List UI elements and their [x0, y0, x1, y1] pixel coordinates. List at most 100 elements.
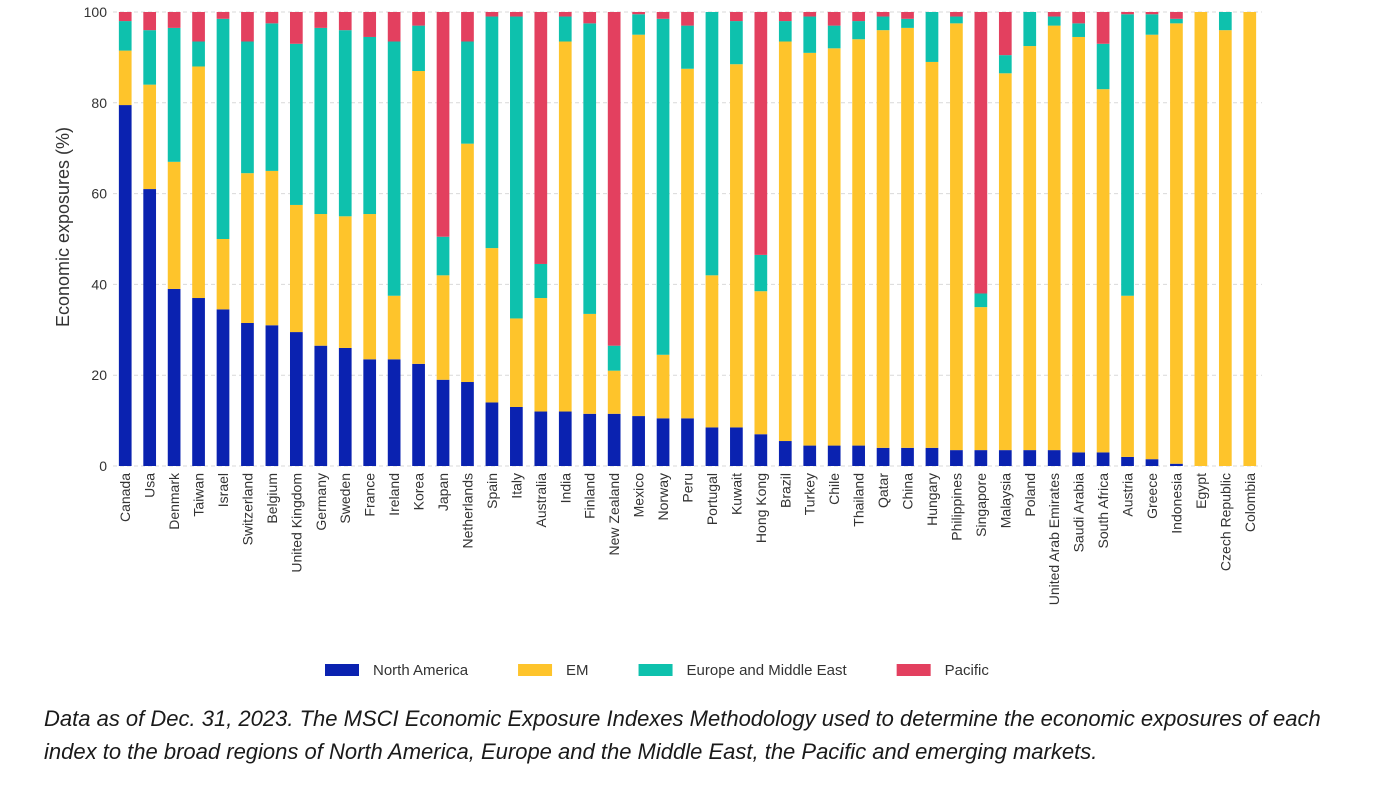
- bar-segment: [485, 402, 499, 466]
- bar-segment: [265, 12, 279, 24]
- bar-segment: [827, 48, 841, 446]
- bar-segment: [681, 68, 694, 419]
- x-tick-label: France: [362, 473, 378, 517]
- y-tick-label: 40: [91, 276, 107, 292]
- bar-segment: [143, 30, 157, 85]
- bar-segment: [901, 447, 914, 466]
- bar-segment: [925, 12, 939, 62]
- y-tick-label: 100: [84, 4, 108, 20]
- x-tick-label: Thailand: [851, 473, 867, 527]
- bar-segment: [1072, 36, 1086, 453]
- x-tick-label: Spain: [484, 473, 500, 509]
- bar-segment: [778, 41, 792, 442]
- legend-swatch: [325, 664, 359, 676]
- bar-segment: [607, 12, 621, 346]
- bar-segment: [876, 12, 890, 17]
- bar-segment: [216, 239, 230, 310]
- bar-segment: [412, 25, 425, 72]
- bar-segment: [974, 293, 988, 308]
- bar-segment: [901, 27, 914, 448]
- bar-segment: [558, 41, 572, 412]
- bar-segment: [754, 291, 768, 435]
- bar-segment: [241, 12, 254, 42]
- x-tick-label: India: [557, 473, 573, 504]
- bar-segment: [681, 12, 694, 26]
- x-tick-label: Australia: [533, 473, 549, 528]
- bar-segment: [1096, 452, 1110, 466]
- bar-segment: [289, 43, 303, 205]
- bar-segment: [143, 12, 157, 31]
- bar-segment: [534, 411, 548, 466]
- bar-segment: [974, 12, 988, 294]
- bar-segment: [656, 418, 670, 466]
- bar-segment: [901, 18, 914, 28]
- bar-segment: [338, 347, 352, 466]
- bar-segment: [289, 204, 303, 333]
- bar-segment: [1072, 452, 1086, 466]
- x-tick-label: Malaysia: [997, 473, 1013, 528]
- y-tick-label: 80: [91, 95, 107, 111]
- bar-segment: [1218, 12, 1232, 31]
- bar-segment: [1170, 12, 1183, 19]
- bar-segment: [583, 23, 597, 314]
- x-tick-label: Portugal: [704, 473, 720, 525]
- bar-segment: [827, 12, 841, 26]
- legend-label: Pacific: [945, 662, 990, 679]
- bar-segment: [314, 345, 328, 466]
- legend-label: EM: [566, 662, 589, 679]
- bar-segment: [1243, 12, 1257, 466]
- x-tick-label: Switzerland: [239, 473, 255, 545]
- y-tick-label: 60: [91, 186, 107, 202]
- bar-segment: [558, 16, 572, 42]
- bar-segment: [461, 143, 474, 383]
- x-tick-label: Sweden: [337, 473, 353, 524]
- bar-segment: [583, 12, 597, 24]
- bar-segment: [730, 64, 743, 428]
- x-tick-label: Ireland: [386, 473, 402, 516]
- x-tick-label: United Arab Emirates: [1046, 473, 1062, 605]
- bar-segment: [950, 16, 963, 24]
- bar-segment: [118, 50, 132, 106]
- bar-segment: [338, 30, 352, 217]
- x-tick-label: Finland: [582, 473, 598, 519]
- bar-segment: [1047, 16, 1061, 26]
- bar-segment: [1170, 463, 1183, 466]
- bar-segment: [950, 450, 963, 466]
- bar-segment: [118, 21, 132, 51]
- x-tick-label: Netherlands: [459, 473, 475, 549]
- bar-segment: [852, 21, 865, 40]
- bar-segment: [412, 71, 425, 364]
- bar-segment: [1096, 89, 1110, 453]
- bar-segment: [681, 418, 694, 466]
- bar-segment: [974, 450, 988, 466]
- bar-segment: [803, 445, 817, 466]
- bar-segment: [387, 359, 401, 466]
- bar-segment: [1072, 12, 1086, 24]
- x-tick-label: Turkey: [802, 473, 818, 515]
- bar-segment: [998, 55, 1012, 74]
- x-tick-label: Saudi Arabia: [1071, 473, 1087, 553]
- x-tick-label: Austria: [1120, 473, 1136, 517]
- bar-segment: [876, 16, 890, 31]
- bar-segment: [1145, 12, 1159, 15]
- bar-segment: [436, 236, 450, 276]
- bar-segment: [461, 382, 474, 466]
- x-tick-label: Hungary: [924, 473, 940, 526]
- bar-segment: [387, 12, 401, 42]
- bar-segment: [534, 12, 548, 264]
- x-tick-label: Germany: [313, 473, 329, 531]
- x-tick-label: Norway: [655, 473, 671, 520]
- bar-segment: [412, 12, 425, 26]
- bar-segment: [998, 73, 1012, 451]
- bar-segment: [534, 298, 548, 412]
- bar-segment: [974, 307, 988, 451]
- x-tick-label: Usa: [142, 473, 158, 498]
- bar-segment: [265, 23, 279, 171]
- bar-segment: [632, 12, 645, 15]
- bar-segment: [632, 34, 645, 417]
- bar-segment: [705, 427, 719, 466]
- bar-segment: [558, 411, 572, 466]
- bar-segment: [827, 25, 841, 49]
- bar-segment: [1121, 456, 1134, 466]
- bar-segment: [118, 12, 132, 22]
